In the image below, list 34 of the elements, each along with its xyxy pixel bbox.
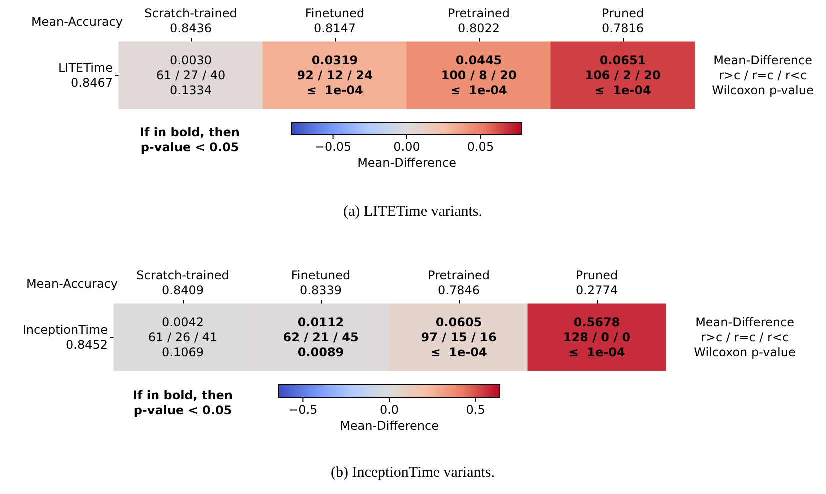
- x-tick-label: Pruned 0.2774: [576, 268, 618, 298]
- color-bar-label: 0.00: [394, 140, 420, 154]
- color-bar-label: −0.05: [314, 140, 352, 154]
- color-bar-label: 0.5: [466, 403, 486, 417]
- text: (b) InceptionTime variants.: [331, 465, 495, 481]
- x-tick-label: Scratch-trained 0.8436: [144, 6, 238, 36]
- data-label: 0.5678 128 / 0 / 0 ≤ 1e-04: [563, 316, 631, 360]
- x-tick-label: Pretrained 0.7846: [428, 268, 490, 298]
- color-bar-label: 0.05: [467, 140, 494, 154]
- data-label: 0.0445 100 / 8 / 20 ≤ 1e-04: [441, 54, 517, 98]
- y-tick-label: LITETime 0.8467: [58, 61, 113, 90]
- x-tick-label: Pretrained 0.8022: [448, 6, 510, 36]
- y2-tick-label: Mean-Difference r>c / r=c / r<c Wilcoxon p-value: [694, 316, 796, 360]
- y2-tick-label: Mean-Difference r>c / r=c / r<c Wilcoxon p-value: [712, 54, 814, 98]
- data-label: 0.0030 61 / 27 / 40 0.1334: [156, 54, 226, 98]
- color-bar-label: 0.0: [380, 403, 400, 417]
- color-bar-title: Mean-Difference: [358, 156, 456, 170]
- x-tick-label: Pruned 0.7816: [602, 6, 644, 36]
- x-tick-label: Finetuned 0.8339: [291, 268, 351, 298]
- data-label: 0.0319 92 / 12 / 24 ≤ 1e-04: [297, 54, 373, 98]
- data-label: 0.0112 62 / 21 / 45 0.0089: [283, 316, 359, 360]
- x-axis-title: Mean-Accuracy: [26, 277, 118, 291]
- y-tick-label: InceptionTime 0.8452: [22, 323, 108, 352]
- data-label: 0.0042 61 / 26 / 41 0.1069: [148, 316, 218, 360]
- x-tick-label: Scratch-trained 0.8409: [136, 268, 230, 298]
- x-axis-title: Mean-Accuracy: [31, 15, 123, 29]
- text: If in bold, then p-value < 0.05: [140, 126, 240, 154]
- color-bar-title: Mean-Difference: [340, 419, 439, 433]
- color-bar-label: −0.5: [288, 403, 318, 417]
- x-tick-label: Finetuned 0.8147: [305, 6, 365, 36]
- data-label: 0.0651 106 / 2 / 20 ≤ 1e-04: [585, 54, 661, 98]
- text: (a) LITETime variants.: [344, 204, 482, 220]
- data-label: 0.0605 97 / 15 / 16 ≤ 1e-04: [421, 316, 497, 360]
- text: If in bold, then p-value < 0.05: [133, 388, 233, 418]
